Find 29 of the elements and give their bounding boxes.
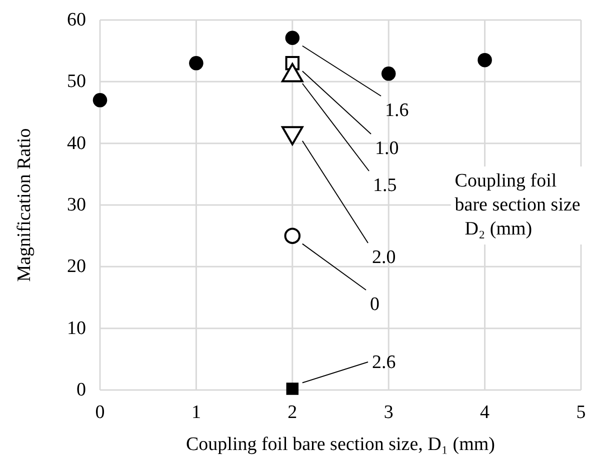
x-tick-label: 0 [95, 402, 105, 423]
point [381, 66, 396, 81]
text: 1.0 [375, 138, 399, 159]
y-tick-label: 10 [67, 318, 86, 339]
annotation: Coupling foil bare section size D₂ (mm) [454, 170, 580, 240]
y-tick-label: 50 [67, 71, 86, 92]
y-tick-label: 0 [76, 380, 86, 400]
series-label: 1.6 [385, 100, 409, 121]
text: 2.0 [372, 247, 396, 268]
legend-label: 2.6 [372, 352, 396, 373]
point [92, 93, 108, 108]
y-tick-label: 60 [67, 10, 86, 30]
text: 0 [370, 294, 380, 315]
x-tick-label: 1 [191, 402, 201, 423]
point [478, 52, 492, 68]
x-tick-label: 2 [288, 402, 298, 423]
y-tick-label: 40 [67, 132, 86, 154]
y-tick-label: 30 [67, 194, 86, 216]
y-axis-title: Magnification Ratio [14, 128, 35, 282]
x-tick-label: 3 [384, 402, 394, 423]
x-tick-label: 4 [480, 402, 490, 423]
point [285, 30, 300, 46]
y-tick-label: 20 [67, 256, 86, 278]
point [189, 56, 204, 70]
x-axis-title: Coupling foil bare section size, D₁ (mm) [186, 434, 495, 455]
text: 1.5 [373, 175, 397, 196]
point [286, 382, 299, 395]
x-tick-label: 5 [576, 402, 586, 423]
point [284, 228, 301, 244]
